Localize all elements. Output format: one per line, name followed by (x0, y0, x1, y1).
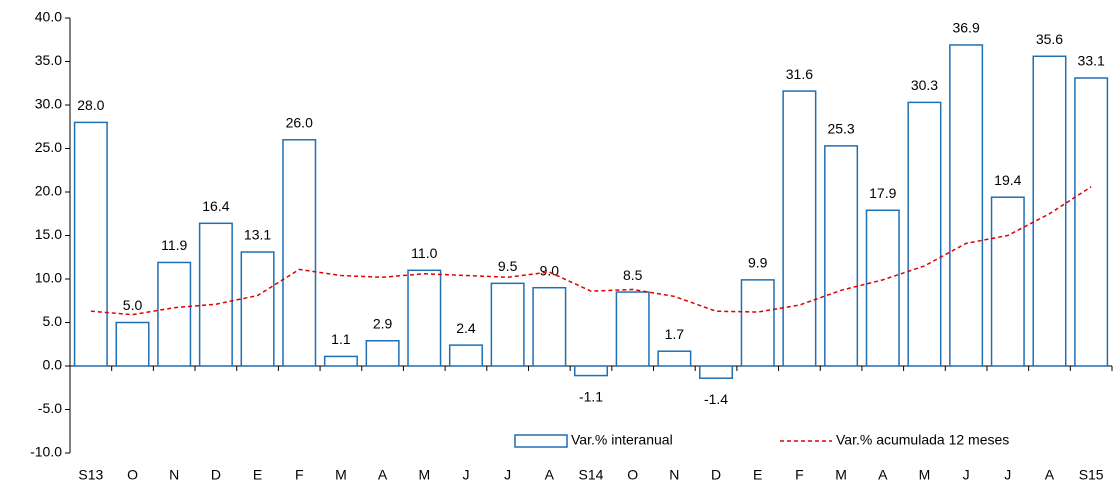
x-tick-label: S14 (579, 467, 604, 483)
data-label: -1.4 (704, 391, 728, 407)
bar (407, 269, 442, 367)
bar (657, 350, 692, 367)
bar (740, 279, 775, 367)
x-tick-label: O (127, 467, 138, 483)
bar (240, 251, 275, 367)
data-label: 28.0 (77, 97, 104, 113)
x-tick-label: J (963, 467, 970, 483)
data-label: 13.1 (244, 227, 271, 243)
data-label: 2.9 (373, 315, 393, 331)
bar (365, 340, 400, 367)
y-tick-label: 15.0 (35, 226, 62, 242)
bar (824, 145, 859, 367)
bar (323, 355, 358, 367)
x-tick-label: N (169, 467, 179, 483)
y-tick-label: 5.0 (43, 313, 63, 329)
x-tick-label: O (627, 467, 638, 483)
data-label: 8.5 (623, 267, 643, 283)
x-tick-label: M (835, 467, 847, 483)
bar (115, 321, 150, 367)
x-tick-label: J (504, 467, 511, 483)
y-tick-label: 35.0 (35, 52, 62, 68)
data-label: 31.6 (786, 66, 813, 82)
y-tick-label: 25.0 (35, 139, 62, 155)
data-label: 9.5 (498, 258, 518, 274)
bar (282, 139, 317, 367)
data-label: 25.3 (827, 121, 854, 137)
bar (1032, 55, 1067, 367)
x-tick-label: F (795, 467, 804, 483)
data-label: 11.9 (161, 237, 187, 253)
bar (990, 196, 1025, 367)
legend-swatch (514, 434, 568, 448)
x-tick-label: A (378, 467, 388, 483)
data-label: 33.1 (1078, 53, 1105, 69)
bar (1074, 77, 1109, 367)
x-tick-label: A (878, 467, 888, 483)
y-tick-label: -5.0 (38, 400, 62, 416)
data-label: 1.1 (331, 331, 351, 347)
data-label: 9.0 (540, 262, 560, 278)
bar (532, 286, 567, 367)
x-tick-label: E (753, 467, 762, 483)
data-label: 5.0 (123, 297, 143, 313)
bar (198, 222, 233, 367)
bar (782, 90, 817, 367)
bar (573, 365, 609, 377)
data-label: 17.9 (869, 185, 896, 201)
bar (865, 209, 900, 367)
x-tick-label: J (1004, 467, 1011, 483)
bar (490, 282, 525, 367)
legend-label: Var.% interanual (571, 432, 673, 448)
bar (73, 121, 108, 367)
x-tick-label: E (253, 467, 262, 483)
x-tick-label: J (462, 467, 469, 483)
x-tick-label: N (669, 467, 679, 483)
x-tick-label: M (335, 467, 347, 483)
x-tick-label: S13 (78, 467, 103, 483)
x-tick-label: M (418, 467, 430, 483)
x-tick-label: D (711, 467, 721, 483)
x-tick-label: M (919, 467, 931, 483)
data-label: 19.4 (994, 172, 1021, 188)
y-tick-label: 10.0 (35, 270, 62, 286)
data-label: 16.4 (202, 198, 229, 214)
line (90, 186, 1092, 316)
legend-label: Var.% acumulada 12 meses (836, 432, 1009, 448)
data-label: 2.4 (456, 320, 476, 336)
x-tick-label: D (211, 467, 221, 483)
data-label: 35.6 (1036, 31, 1063, 47)
data-label: 11.0 (411, 245, 437, 261)
data-label: 1.7 (665, 326, 685, 342)
bar (907, 101, 942, 367)
bar (699, 365, 734, 379)
bar (949, 44, 984, 367)
data-label: 36.9 (952, 20, 979, 36)
x-tick-label: A (545, 467, 555, 483)
data-label: -1.1 (579, 388, 603, 404)
data-label: 9.9 (748, 255, 768, 271)
data-label: 30.3 (911, 77, 938, 93)
x-tick-label: A (1045, 467, 1055, 483)
bar (448, 344, 483, 367)
data-label: 26.0 (286, 115, 313, 131)
y-tick-label: 20.0 (35, 183, 62, 199)
y-tick-label: 30.0 (35, 96, 62, 112)
x-tick-label: S15 (1079, 467, 1104, 483)
y-tick-label: -10.0 (30, 444, 62, 460)
y-tick-label: 0.0 (43, 357, 63, 373)
x-tick-label: F (295, 467, 304, 483)
bar (157, 261, 192, 367)
bar (615, 291, 650, 367)
y-tick-label: 40.0 (35, 9, 62, 25)
